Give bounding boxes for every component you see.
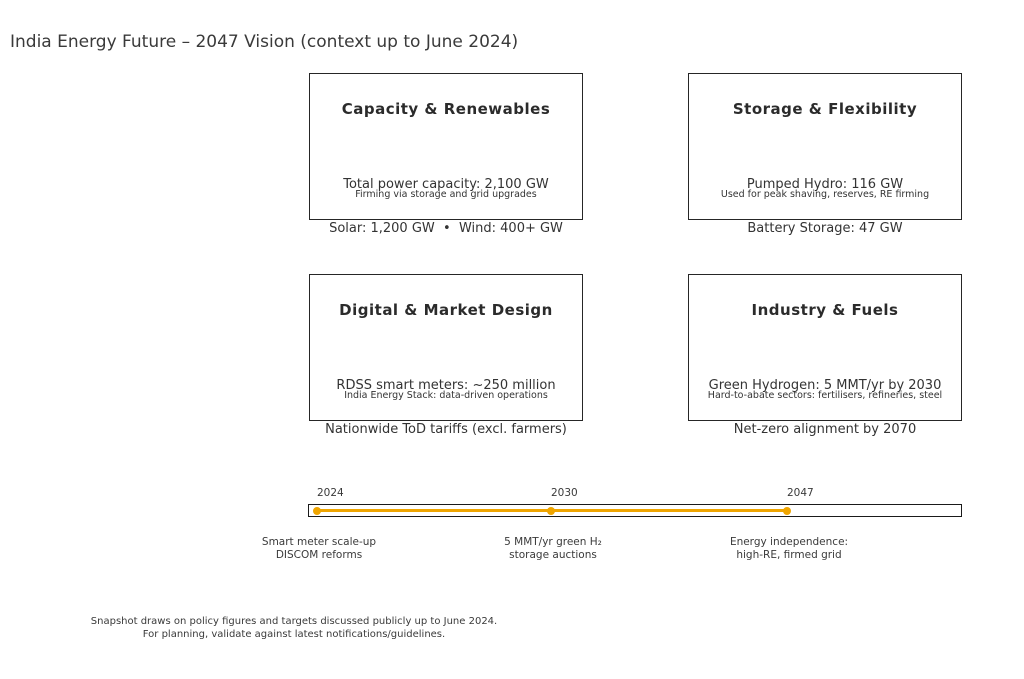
card-title: Digital & Market Design: [339, 301, 553, 319]
disclaimer-line: Snapshot draws on policy figures and tar…: [90, 616, 498, 627]
card-stat-line: Green Hydrogen: 5 MMT/yr by 2030: [708, 378, 942, 393]
page-title: India Energy Future – 2047 Vision (conte…: [10, 32, 519, 52]
card-capacity-renewables: Capacity & Renewables Total power capaci…: [309, 73, 583, 235]
card-stats: Green Hydrogen: 5 MMT/yr by 2030 Net-zer…: [689, 350, 961, 466]
card-stat-line: Battery Storage: 47 GW: [747, 220, 903, 236]
milestone-caption-line: 5 MMT/yr green H₂: [504, 536, 602, 548]
timeline-bar: [308, 504, 962, 517]
card-stat-line: Pumped Hydro: 116 GW: [746, 177, 904, 192]
timeline-year-2024: 2024: [317, 487, 344, 499]
card-footnote: Firming via storage and grid upgrades: [355, 189, 537, 200]
card-stats: Total power capacity: 2,100 GW Solar: 1,…: [310, 149, 582, 265]
timeline-year-2030: 2030: [551, 487, 578, 499]
card-footnote: Hard-to-abate sectors: fertilisers, refi…: [707, 390, 943, 401]
timeline-year-2047: 2047: [787, 487, 814, 499]
milestone-caption-line: Energy independence:: [729, 536, 849, 548]
card-stats: Pumped Hydro: 116 GW Battery Storage: 47…: [689, 149, 961, 265]
milestone-dot-2030: [547, 506, 555, 515]
card-title: Capacity & Renewables: [341, 100, 551, 118]
card-footnote: India Energy Stack: data-driven operatio…: [344, 390, 548, 401]
milestone-caption-2030: 5 MMT/yr green H₂ storage auctions: [504, 536, 602, 562]
milestone-caption-line: DISCOM reforms: [275, 549, 363, 561]
card-stat-line: Net-zero alignment by 2070: [733, 421, 917, 437]
milestone-dot-2047: [783, 506, 791, 515]
card-footnote: Used for peak shaving, reserves, RE firm…: [720, 189, 930, 200]
card-stat-line: Nationwide ToD tariffs (excl. farmers): [325, 421, 567, 437]
card-stat-line: Total power capacity: 2,100 GW: [343, 177, 549, 192]
card-stat-line: RDSS smart meters: ~250 million: [336, 378, 556, 393]
card-storage-flexibility: Storage & Flexibility Pumped Hydro: 116 …: [688, 73, 962, 235]
milestone-caption-line: Smart meter scale-up: [261, 536, 377, 548]
card-title: Industry & Fuels: [751, 301, 899, 319]
card-stats: RDSS smart meters: ~250 million Nationwi…: [310, 350, 582, 466]
milestone-caption-line: high-RE, firmed grid: [736, 549, 842, 561]
card-industry-fuels: Industry & Fuels Green Hydrogen: 5 MMT/y…: [688, 274, 962, 436]
milestone-dot-2024: [313, 506, 321, 515]
milestone-caption-line: storage auctions: [509, 549, 597, 561]
card-stat-line: Solar: 1,200 GW • Wind: 400+ GW: [329, 220, 563, 236]
milestone-caption-2047: Energy independence: high-RE, firmed gri…: [730, 536, 848, 562]
disclaimer-note: Snapshot draws on policy figures and tar…: [91, 615, 497, 641]
card-digital-market-design: Digital & Market Design RDSS smart meter…: [309, 274, 583, 436]
card-title: Storage & Flexibility: [732, 100, 918, 118]
milestone-caption-2024: Smart meter scale-up DISCOM reforms: [262, 536, 376, 562]
disclaimer-line: For planning, validate against latest no…: [142, 629, 446, 640]
